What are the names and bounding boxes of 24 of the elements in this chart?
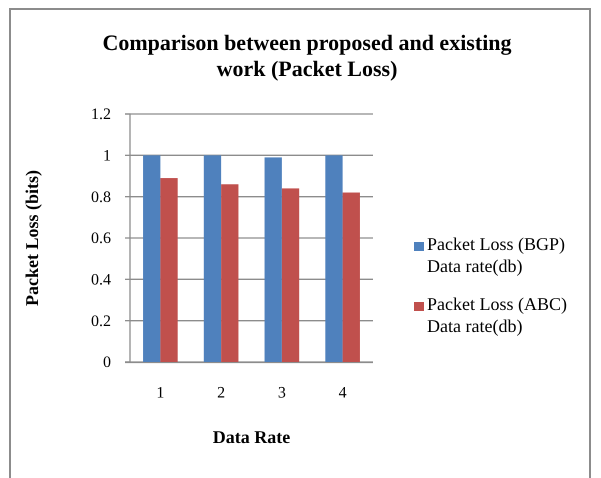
y-tick-label: 0.8 xyxy=(91,188,111,206)
bar xyxy=(160,178,178,362)
bar xyxy=(264,157,282,362)
bar xyxy=(143,155,160,362)
y-tick-label: 0.6 xyxy=(91,230,111,248)
x-tick-label: 1 xyxy=(156,384,164,402)
x-tick-label: 3 xyxy=(278,384,286,402)
bar xyxy=(204,155,222,362)
legend-label: Packet Loss (ABC) Data rate(db) xyxy=(427,294,567,336)
bar xyxy=(221,184,238,362)
bar xyxy=(342,192,360,362)
x-tick-label: 4 xyxy=(338,384,347,402)
x-axis-title: Data Rate xyxy=(212,427,290,447)
y-tick-label: 0 xyxy=(103,354,111,372)
chart-title: Comparison between proposed and existing work (Packet Loss) xyxy=(102,30,512,81)
bar xyxy=(282,188,300,362)
y-tick-label: 1.2 xyxy=(91,106,111,124)
y-axis-title: Packet Loss (bits) xyxy=(22,170,42,306)
legend-label: Packet Loss (BGP) Data rate(db) xyxy=(427,234,565,276)
y-tick-label: 1 xyxy=(103,147,111,164)
x-tick-label: 2 xyxy=(217,384,226,402)
y-tick-label: 0.4 xyxy=(91,271,111,288)
bar xyxy=(325,155,343,362)
y-tick-label: 0.2 xyxy=(91,312,111,330)
